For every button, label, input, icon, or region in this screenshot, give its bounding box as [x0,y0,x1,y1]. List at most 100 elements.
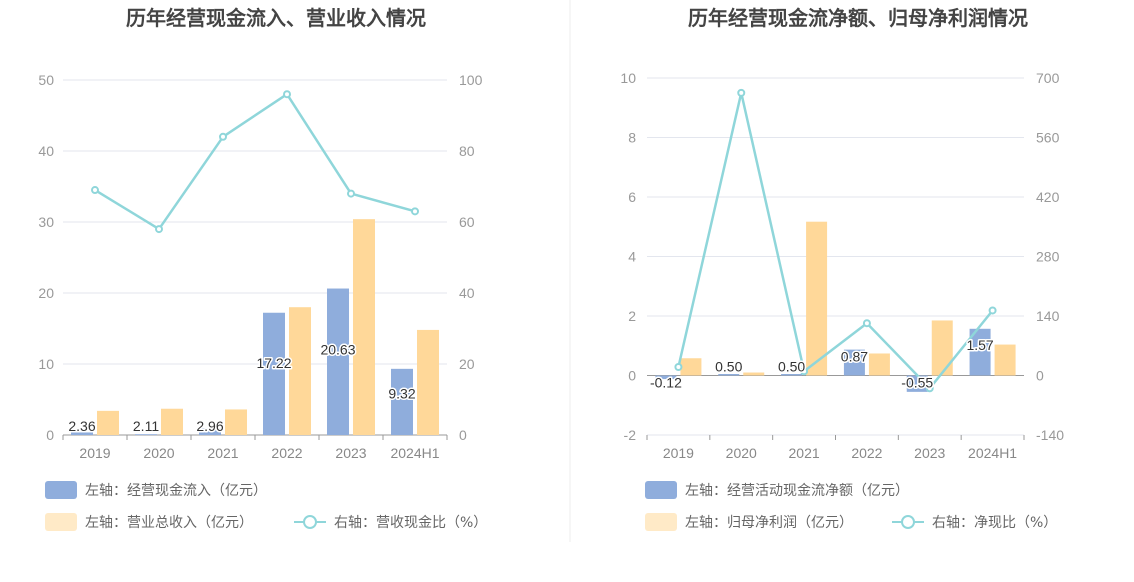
line-point [674,363,683,371]
y-left-tick-label: 0 [628,368,636,384]
y-right-tick-label: 280 [1036,249,1060,265]
y-left-tick-label: 10 [38,356,54,372]
y-left-tick-label: 40 [38,143,54,159]
bar-secondary [225,409,247,435]
bar-data-label: 2.96 [196,418,223,434]
legend-swatch [45,481,77,499]
bar-data-label: 1.57 [966,337,993,353]
y-left-tick-label: 30 [38,214,54,230]
y-right-tick-label: 560 [1036,130,1060,146]
y-left-tick-label: 6 [628,189,636,205]
line-point [988,306,997,315]
y-right-tick-label: 40 [459,285,475,301]
bar-secondary [680,358,702,376]
legend-swatch [645,513,677,531]
bar-primary [327,288,349,435]
line-point [862,319,871,328]
bar-secondary [743,372,765,376]
x-tick-label: 2023 [335,445,366,461]
x-tick-label: 2024H1 [968,445,1017,461]
bar-primary [969,328,991,376]
series-line [94,92,416,231]
bar-primary [71,432,93,435]
legend-label: 左轴：经营现金流入（亿元） [85,483,267,499]
y-left-tick-label: 4 [628,249,636,265]
bar-data-label: -0.12 [650,375,682,391]
series-line [677,91,994,390]
legend-label: 左轴：营业总收入（亿元） [85,515,253,531]
y-left-tick-label: 20 [38,285,54,301]
x-tick-label: 2019 [79,445,110,461]
bar-data-label: 0.50 [778,359,805,375]
bar-data-label: 0.87 [841,348,868,364]
bar-secondary [353,219,375,435]
chart-title: 历年经营现金流净额、归母净利润情况 [688,6,1028,30]
bar-primary [843,349,865,376]
legend-label: 左轴：经营活动现金流净额（亿元） [685,483,909,499]
legend-swatch [645,481,677,499]
y-left-tick-label: 2 [628,308,636,324]
y-right-tick-label: 60 [459,214,475,230]
y-right-tick-label: 100 [459,72,483,88]
y-right-tick-label: 140 [1036,308,1060,324]
bar-secondary [161,408,183,435]
legend-label: 左轴：归母净利润（亿元） [685,514,853,531]
legend-line-marker [901,515,915,529]
bar-secondary [417,329,439,435]
y-left-tick-label: -2 [624,427,637,443]
bar-primary [718,374,740,376]
line-point [925,384,934,393]
y-left-tick-label: 50 [38,72,54,88]
bar-primary [655,375,677,380]
y-right-tick-label: 80 [459,143,475,159]
line-point [800,367,809,376]
legend-label: 右轴：净现比（%） [932,515,1057,531]
y-right-tick-label: 700 [1036,70,1060,86]
bar-primary [199,428,221,435]
line-point [91,186,99,195]
bar-primary [263,312,285,435]
bar-data-label: -0.55 [901,375,933,391]
chart-net-cashflow-profit: 历年经营现金流净额、归母净利润情况 -2 0 2 4 6 8 10 -140 0 140 280 420… [620,6,1064,531]
x-tick-label: 2021 [207,445,238,461]
bar-secondary [97,410,119,435]
bar-data-label: 2.11 [133,418,159,434]
x-tick-label: 2024H1 [390,445,439,461]
chart-cash-inflow-revenue: 历年经营现金流入、营业收入情况 0 10 20 30 40 50 0 20 40 60 80 100 20… [38,6,487,531]
bar-secondary [994,344,1016,376]
y-left-tick-label: 10 [620,70,636,86]
bar-primary [135,434,157,436]
bar-primary [781,374,803,376]
x-tick-label: 2022 [851,445,882,461]
y-right-tick-label: -140 [1036,427,1064,443]
bar-primary [391,368,413,435]
x-tick-label: 2021 [789,445,820,461]
bar-data-label: 20.63 [320,341,355,357]
bar-secondary [289,307,311,435]
bar-data-label: 9.32 [388,386,415,402]
line-point [347,189,355,198]
y-right-tick-label: 0 [459,427,467,443]
line-point [283,90,291,99]
y-left-tick-label: 8 [628,130,636,146]
x-tick-label: 2020 [143,445,174,461]
legend-line-marker [303,515,317,529]
bar-secondary [931,320,953,376]
bar-data-label: 17.22 [256,355,291,371]
line-point [219,132,227,141]
y-right-tick-label: 0 [1036,368,1044,384]
y-left-tick-label: 0 [46,427,54,443]
x-tick-label: 2019 [663,445,694,461]
line-point [411,207,419,216]
x-tick-label: 2020 [726,445,757,461]
bar-data-label: 2.36 [68,418,95,434]
bar-secondary [806,221,828,376]
bar-secondary [868,353,890,376]
legend-swatch [45,513,77,531]
line-point [737,88,746,97]
line-point [155,225,163,234]
legend-label: 右轴：营收现金比（%） [334,515,487,531]
y-right-tick-label: 420 [1036,189,1060,205]
